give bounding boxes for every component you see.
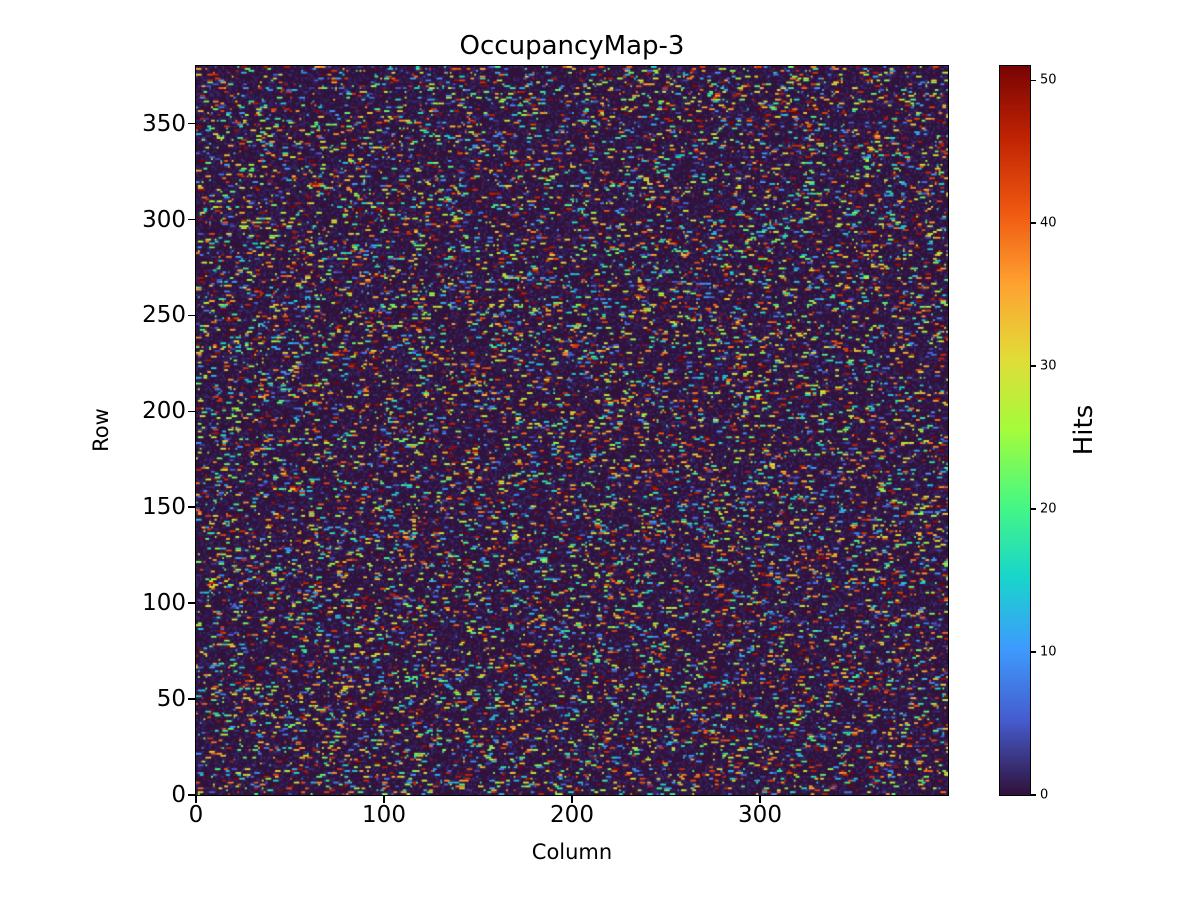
tick-mark: [383, 796, 385, 803]
y-tick-label-100: 100: [142, 590, 186, 616]
colorbar-tick-label-50: 50: [1040, 72, 1057, 88]
colorbar-tick-label-30: 30: [1040, 358, 1057, 374]
tick-mark: [1031, 79, 1036, 82]
tick-mark: [1031, 508, 1036, 510]
colorbar-tick-label-10: 10: [1040, 644, 1057, 660]
tick-mark: [1031, 794, 1036, 796]
tick-mark: [188, 602, 195, 604]
y-tick-label-250: 250: [142, 302, 186, 328]
y-tick-label-150: 150: [142, 494, 186, 520]
tick-mark: [188, 506, 195, 508]
tick-mark: [1031, 222, 1036, 224]
heatmap-canvas: [195, 65, 949, 796]
y-tick-label-350: 350: [142, 111, 186, 137]
x-axis-label: Column: [531, 840, 613, 864]
colorbar-tick-label-0: 0: [1040, 787, 1049, 803]
chart-title: OccupancyMap-3: [459, 31, 685, 61]
y-tick-label-300: 300: [142, 207, 186, 233]
y-tick-label-0: 0: [171, 782, 186, 808]
x-tick-label-200: 200: [550, 802, 594, 828]
x-tick-label-300: 300: [738, 802, 782, 828]
tick-mark: [188, 794, 195, 796]
tick-mark: [1031, 365, 1036, 367]
tick-mark: [188, 698, 195, 700]
colorbar-tick-label-40: 40: [1040, 215, 1057, 231]
colorbar-gradient: [999, 65, 1031, 796]
y-tick-label-200: 200: [142, 398, 186, 424]
tick-mark: [188, 314, 195, 317]
colorbar-tick-label-20: 20: [1040, 501, 1057, 517]
tick-mark: [571, 796, 573, 803]
x-tick-label-100: 100: [362, 802, 406, 828]
tick-mark: [188, 122, 195, 125]
tick-mark: [188, 410, 195, 413]
tick-mark: [1031, 651, 1036, 653]
tick-mark: [195, 796, 197, 803]
colorbar-label: Hits: [1069, 404, 1099, 456]
x-tick-label-0: 0: [188, 802, 204, 828]
y-tick-label-50: 50: [156, 686, 186, 712]
tick-mark: [759, 796, 761, 803]
tick-mark: [188, 218, 195, 221]
